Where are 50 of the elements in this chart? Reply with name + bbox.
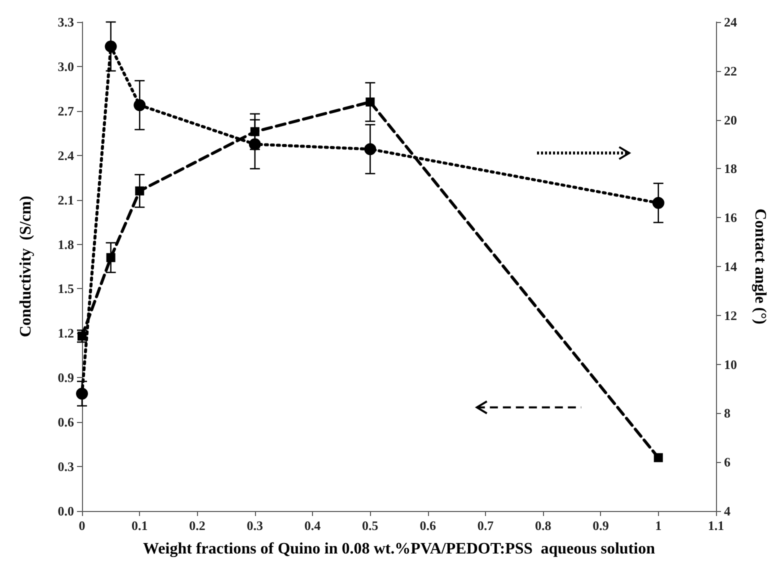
y-tick-label: 0.3 xyxy=(58,459,74,474)
x-tick-label: 0 xyxy=(78,518,86,533)
x-tick-label: 0.3 xyxy=(246,518,264,533)
y-axis-title: Conductivity (S/cm) xyxy=(18,196,34,338)
y2-tick-label: 22 xyxy=(724,63,737,78)
y-tick-label: 2.4 xyxy=(58,148,74,163)
y-tick-label: 0.9 xyxy=(58,370,74,386)
x-tick-label: 0.5 xyxy=(362,518,379,533)
x-tick-label: 0.1 xyxy=(132,518,148,533)
y2-tick-label: 16 xyxy=(724,210,738,226)
y2-tick-label: 8 xyxy=(724,406,731,421)
y-tick-label: 1.5 xyxy=(58,281,74,296)
x-tick-label: 1.1 xyxy=(708,518,724,533)
point xyxy=(135,186,144,196)
y-tick-label: 3.0 xyxy=(58,58,74,74)
x-tick-label: 0.7 xyxy=(477,518,494,533)
x-tick-label: 0.6 xyxy=(420,518,436,533)
point xyxy=(78,332,86,341)
x-tick-label: 0.9 xyxy=(592,518,610,533)
point xyxy=(652,196,664,209)
y2-tick-label: 24 xyxy=(724,14,738,30)
y2-tick-label: 10 xyxy=(724,356,737,372)
y-tick-label: 0.0 xyxy=(58,504,74,518)
y-tick-label: 2.1 xyxy=(58,192,74,208)
y2-axis-title: Contact angle (°) xyxy=(752,208,768,324)
y2-tick-label: 6 xyxy=(724,454,731,470)
point xyxy=(104,40,117,52)
point xyxy=(654,453,663,462)
x-axis-title: Weight fractions of Quino in 0.08 wt.%PVA/PEDOT:PSS aqueous solution xyxy=(143,540,656,558)
y-tick-label: 2.7 xyxy=(58,103,74,118)
y-tick-label: 0.6 xyxy=(58,414,74,430)
point xyxy=(76,388,88,400)
y2-tick-label: 4 xyxy=(724,504,731,518)
y-tick-label: 1.2 xyxy=(58,326,74,341)
y2-tick-label: 12 xyxy=(724,308,737,323)
point xyxy=(134,99,146,112)
y2-tick-label: 14 xyxy=(724,259,738,274)
y-tick-label: 1.8 xyxy=(58,236,74,252)
point xyxy=(248,138,261,150)
x-tick-label: 0.8 xyxy=(534,518,552,533)
y-tick-label: 3.3 xyxy=(58,14,74,30)
x-tick-label: 1 xyxy=(655,518,662,533)
point xyxy=(250,127,260,136)
point xyxy=(366,98,375,107)
y2-tick-label: 20 xyxy=(724,112,737,128)
point xyxy=(106,253,116,262)
point xyxy=(364,143,376,156)
x-tick-label: 0.2 xyxy=(189,518,206,533)
x-tick-label: 0.4 xyxy=(304,518,322,533)
y2-tick-label: 18 xyxy=(724,161,738,176)
